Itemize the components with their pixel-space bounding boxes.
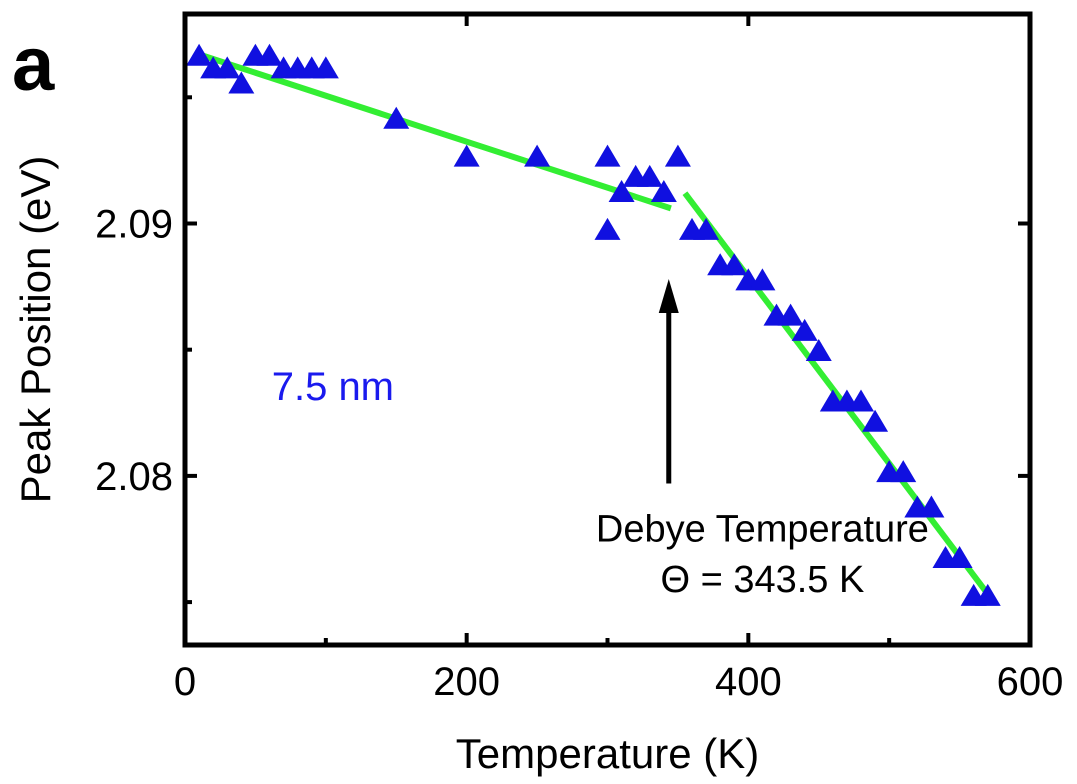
size-label: 7.5 nm (272, 365, 394, 409)
debye-value-label: Θ = 343.5 K (660, 559, 864, 601)
data-point (186, 43, 213, 66)
data-point (890, 460, 917, 483)
data-point (777, 303, 804, 326)
x-tick-label: 200 (433, 660, 500, 704)
y-tick-label: 2.09 (95, 202, 173, 246)
data-point (214, 56, 241, 79)
plot-frame (182, 11, 1033, 648)
y-tick-labels: 2.08 2.09 (95, 202, 173, 498)
data-point (594, 217, 621, 240)
data-point (693, 217, 720, 240)
data-point (650, 180, 677, 203)
debye-temperature-label: Debye Temperature (596, 509, 929, 551)
debye-arrow-head (658, 279, 679, 314)
data-point (608, 180, 635, 203)
data-point (805, 339, 832, 362)
x-tick-label: 400 (715, 660, 782, 704)
data-point (749, 268, 776, 291)
data-point (664, 144, 691, 167)
data-point (228, 71, 255, 94)
data-points (186, 43, 1001, 606)
data-point (594, 144, 621, 167)
panel-label: a (12, 22, 55, 107)
data-point (256, 43, 283, 66)
data-point (636, 164, 663, 187)
data-point (453, 144, 480, 167)
data-point (862, 409, 889, 432)
data-point (848, 389, 874, 412)
data-point (524, 144, 551, 167)
y-tick-label: 2.08 (95, 455, 173, 499)
data-point (974, 583, 1001, 606)
x-tick-label: 0 (174, 660, 196, 704)
data-point (721, 253, 748, 276)
data-point (918, 495, 945, 518)
y-axis-label: Peak Position (eV) (12, 156, 59, 504)
data-point (791, 318, 818, 341)
data-point (383, 106, 410, 129)
x-axis-label: Temperature (K) (456, 730, 759, 777)
x-tick-label: 600 (997, 660, 1064, 704)
data-point (312, 56, 339, 79)
fit-line (198, 51, 672, 212)
x-tick-labels: 0 200 400 600 (174, 660, 1064, 704)
data-point (946, 545, 973, 568)
